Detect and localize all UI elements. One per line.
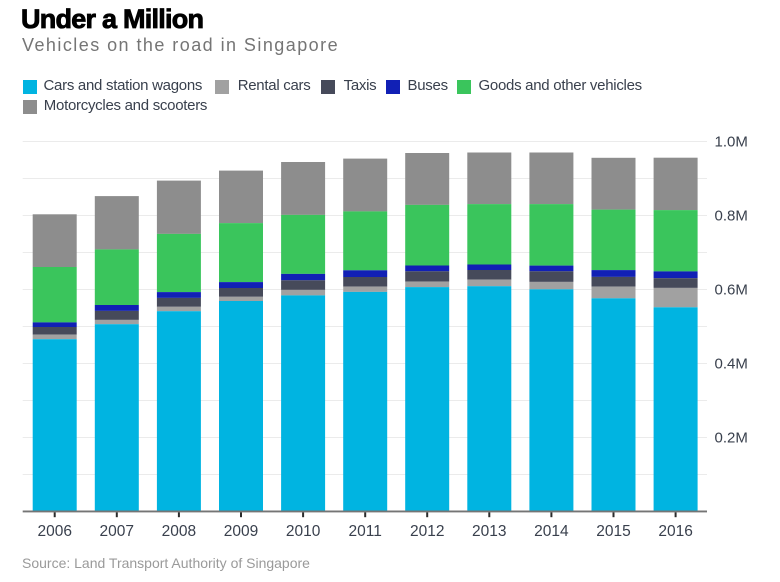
svg-text:2011: 2011 — [349, 523, 382, 540]
svg-text:0.4M: 0.4M — [715, 356, 748, 373]
svg-text:0.8M: 0.8M — [715, 208, 748, 225]
svg-text:2013: 2013 — [472, 523, 506, 540]
svg-text:0.6M: 0.6M — [715, 282, 748, 299]
svg-text:2012: 2012 — [410, 523, 444, 540]
svg-text:2008: 2008 — [162, 523, 196, 540]
svg-text:2007: 2007 — [100, 523, 134, 540]
svg-text:2006: 2006 — [37, 523, 71, 540]
svg-text:2010: 2010 — [286, 523, 321, 540]
svg-text:2016: 2016 — [658, 523, 692, 540]
svg-text:2015: 2015 — [596, 523, 630, 540]
svg-text:1.0M: 1.0M — [715, 134, 748, 151]
svg-text:2014: 2014 — [534, 523, 569, 540]
svg-text:2009: 2009 — [224, 523, 258, 540]
svg-text:0.2M: 0.2M — [715, 430, 748, 447]
